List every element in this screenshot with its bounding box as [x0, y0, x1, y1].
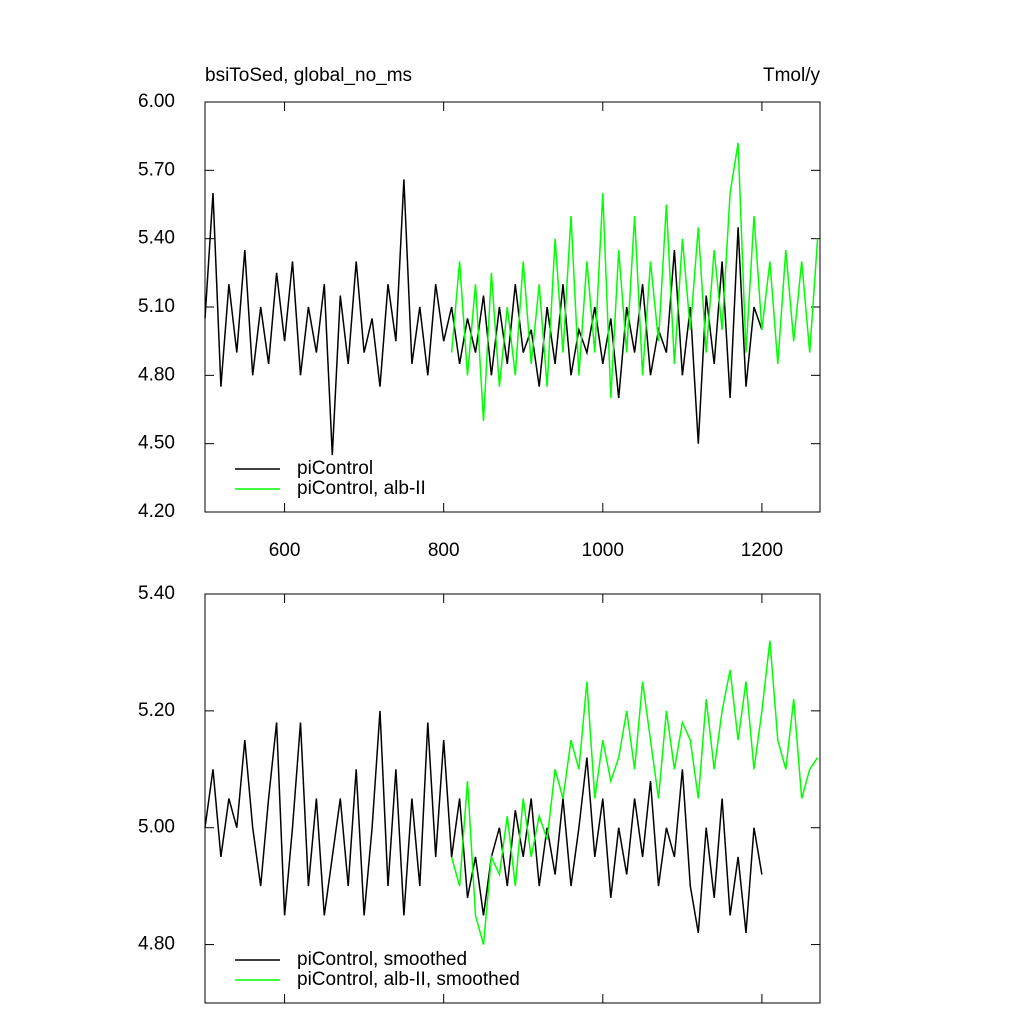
legend-label: piControl, alb-II, smoothed	[297, 969, 520, 990]
legend-label: piControl, alb-II	[297, 478, 426, 499]
x-tick-label: 800	[428, 540, 460, 561]
plot-frame	[204, 593, 821, 1004]
data-line	[204, 710, 763, 934]
y-tick-label: 4.80	[138, 364, 175, 385]
y-tick-label: 4.80	[138, 934, 175, 955]
data-line	[450, 640, 819, 945]
chart-title: bsiToSed, global_no_ms	[205, 65, 412, 86]
y-tick-label: 5.10	[138, 296, 175, 317]
data-line	[204, 179, 763, 456]
y-tick-label: 4.50	[138, 433, 175, 454]
data-line	[450, 142, 819, 421]
units-label: Tmol/y	[763, 65, 821, 86]
y-tick-label: 5.00	[138, 817, 175, 838]
x-tick-label: 1200	[741, 540, 783, 561]
legend-label: piControl, smoothed	[297, 949, 467, 970]
x-tick-label: 1000	[582, 540, 624, 561]
x-tick-label: 600	[269, 540, 301, 561]
y-tick-label: 5.40	[138, 228, 175, 249]
y-tick-label: 5.70	[138, 159, 175, 180]
y-tick-label: 4.20	[138, 501, 175, 522]
legend-label: piControl	[297, 458, 373, 479]
y-tick-label: 5.40	[138, 583, 175, 604]
y-tick-label: 6.00	[138, 91, 175, 112]
y-tick-label: 5.20	[138, 700, 175, 721]
